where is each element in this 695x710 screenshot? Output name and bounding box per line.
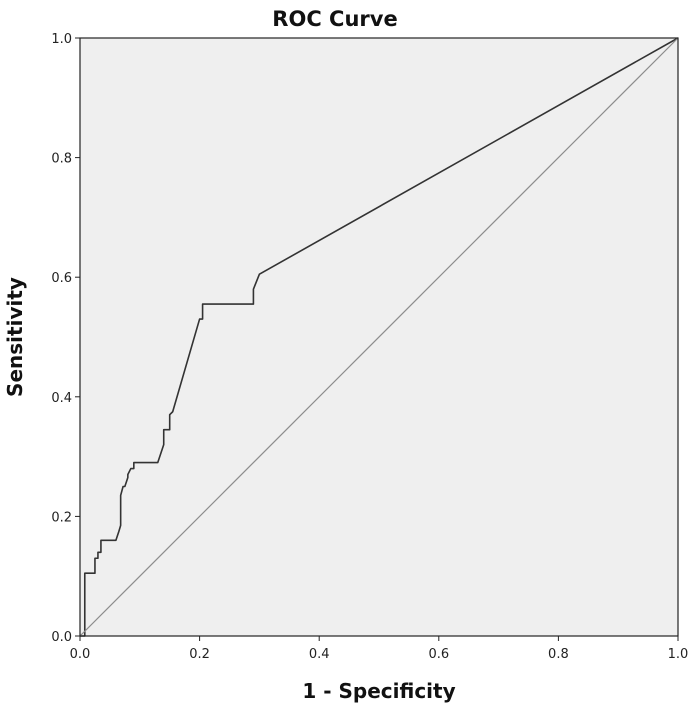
reference-line: [79, 37, 679, 637]
y-tick-label: 1.0: [51, 32, 72, 47]
x-tick-label: 0.0: [70, 647, 91, 662]
plot-frame: [79, 37, 679, 637]
x-axis-label: 1 - Specificity: [302, 679, 455, 703]
y-tick-label: 0.8: [51, 152, 72, 167]
y-tick-label: 0.4: [51, 391, 72, 406]
x-tick-label: 0.6: [428, 647, 449, 662]
y-tick-label: 0.0: [51, 630, 72, 645]
x-axis-ticks: 0.0 0.2 0.4 0.6 0.8 1.0: [70, 636, 689, 662]
x-tick-label: 0.4: [309, 647, 330, 662]
y-axis-label: Sensitivity: [3, 277, 27, 397]
roc-curve-line: [80, 37, 679, 637]
x-tick-label: 0.2: [189, 647, 210, 662]
x-tick-label: 1.0: [668, 647, 689, 662]
y-axis-ticks: 0.0 0.2 0.4 0.6 0.8 1.0: [51, 32, 80, 645]
y-tick-label: 0.6: [51, 271, 72, 286]
y-tick-label: 0.2: [51, 510, 72, 525]
series-layer: [79, 37, 679, 637]
chart-title: ROC Curve: [272, 7, 397, 31]
x-tick-label: 0.8: [548, 647, 569, 662]
